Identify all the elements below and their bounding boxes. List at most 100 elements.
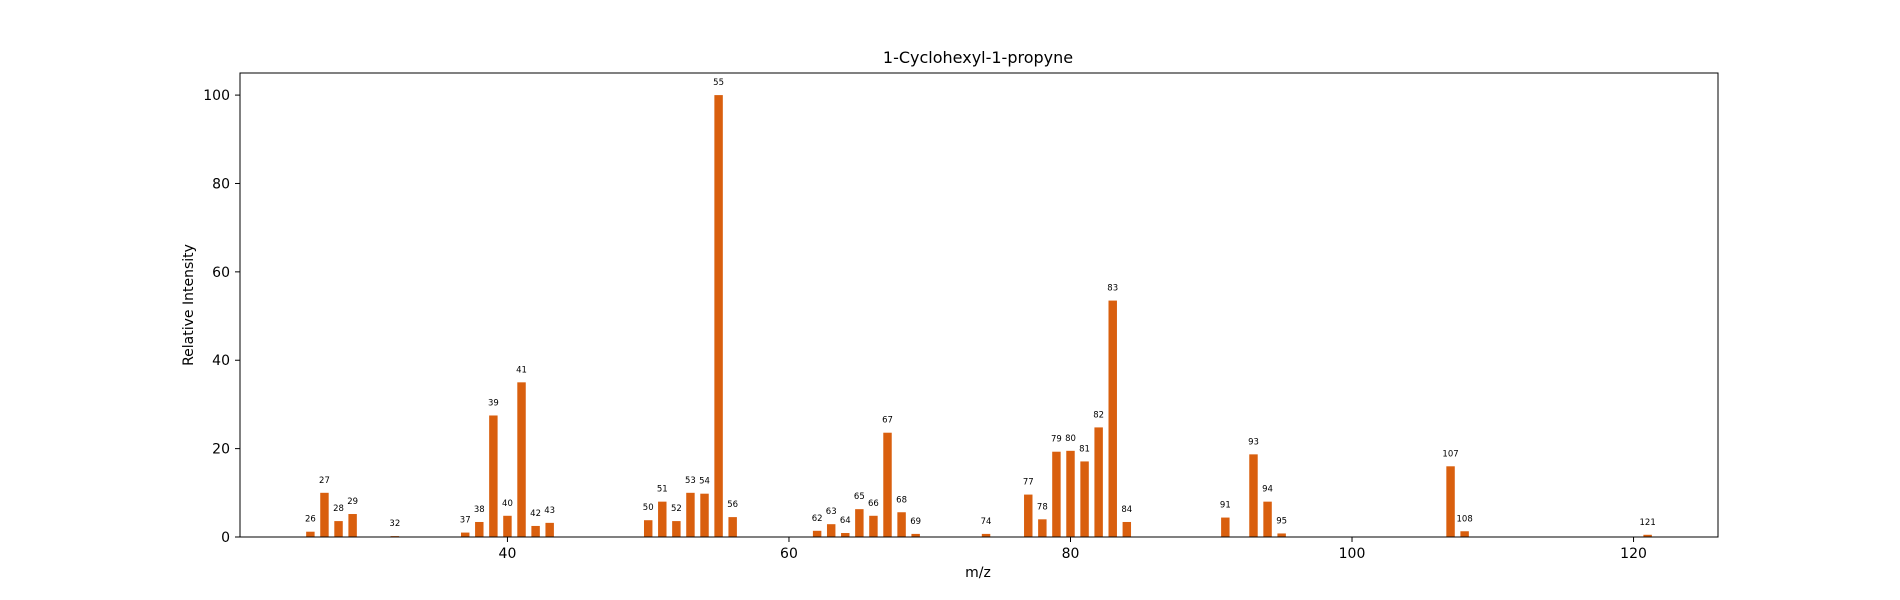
bar-label-mz-77: 77 <box>1023 478 1034 488</box>
bar-mz-64 <box>841 533 849 537</box>
x-axis-label: m/z <box>965 565 991 581</box>
y-tick-label-0: 0 <box>221 530 230 546</box>
bar-mz-39 <box>489 415 497 537</box>
bar-label-mz-55: 55 <box>713 78 724 88</box>
bar-mz-94 <box>1263 502 1271 537</box>
bar-label-mz-39: 39 <box>488 398 499 408</box>
plot-frame <box>240 73 1718 537</box>
bar-mz-52 <box>672 521 680 537</box>
bar-label-mz-64: 64 <box>840 516 851 526</box>
bar-mz-83 <box>1109 301 1117 537</box>
y-tick-label-60: 60 <box>212 265 230 281</box>
bar-label-mz-82: 82 <box>1093 410 1104 420</box>
bar-mz-107 <box>1446 466 1454 537</box>
bar-label-mz-38: 38 <box>474 505 485 515</box>
bar-label-mz-84: 84 <box>1121 505 1132 515</box>
bar-label-mz-121: 121 <box>1640 518 1656 528</box>
bar-mz-95 <box>1277 533 1285 537</box>
bar-mz-68 <box>897 512 905 537</box>
bar-mz-54 <box>700 494 708 537</box>
y-tick-label-40: 40 <box>212 353 230 369</box>
bar-mz-82 <box>1094 427 1102 537</box>
bar-mz-62 <box>813 531 821 537</box>
bar-mz-50 <box>644 520 652 537</box>
bar-mz-55 <box>714 95 722 537</box>
bar-label-mz-74: 74 <box>981 517 992 527</box>
bar-label-mz-41: 41 <box>516 365 527 375</box>
bar-mz-38 <box>475 522 483 537</box>
x-axis-ticks: 406080100120 <box>499 537 1647 562</box>
chart-title: 1-Cyclohexyl-1-propyne <box>883 48 1073 67</box>
bar-label-mz-66: 66 <box>868 499 879 509</box>
bar-label-mz-78: 78 <box>1037 502 1048 512</box>
bar-label-mz-62: 62 <box>812 514 823 524</box>
bar-label-mz-54: 54 <box>699 477 710 487</box>
bar-mz-84 <box>1123 522 1131 537</box>
bar-label-mz-83: 83 <box>1107 284 1118 294</box>
bar-label-mz-32: 32 <box>389 519 400 529</box>
bar-mz-67 <box>883 433 891 537</box>
bar-label-mz-81: 81 <box>1079 444 1090 454</box>
bar-label-mz-51: 51 <box>657 485 668 495</box>
bar-label-mz-29: 29 <box>347 497 358 507</box>
bar-label-mz-40: 40 <box>502 499 513 509</box>
bar-label-mz-50: 50 <box>643 503 654 513</box>
bar-mz-42 <box>531 526 539 537</box>
x-tick-label-60: 60 <box>780 546 798 562</box>
bar-mz-63 <box>827 524 835 537</box>
bar-label-mz-69: 69 <box>910 517 921 527</box>
bar-label-mz-91: 91 <box>1220 501 1231 511</box>
x-tick-label-120: 120 <box>1620 546 1647 562</box>
x-tick-label-100: 100 <box>1339 546 1366 562</box>
bar-label-mz-37: 37 <box>460 516 471 526</box>
bar-mz-78 <box>1038 519 1046 537</box>
bar-mz-37 <box>461 533 469 537</box>
bar-mz-77 <box>1024 495 1032 537</box>
bar-mz-56 <box>728 517 736 537</box>
bar-mz-27 <box>320 493 328 537</box>
bar-mz-108 <box>1460 531 1468 537</box>
bar-mz-28 <box>334 521 342 537</box>
y-tick-label-100: 100 <box>203 88 230 104</box>
bar-label-mz-28: 28 <box>333 504 344 514</box>
bar-mz-29 <box>348 514 356 537</box>
bar-label-mz-26: 26 <box>305 515 316 525</box>
bar-label-mz-95: 95 <box>1276 516 1287 526</box>
bar-label-mz-53: 53 <box>685 476 696 486</box>
bar-mz-65 <box>855 509 863 537</box>
bar-mz-43 <box>545 523 553 537</box>
y-tick-label-80: 80 <box>212 176 230 192</box>
y-tick-label-20: 20 <box>212 442 230 458</box>
bar-mz-81 <box>1080 461 1088 537</box>
bar-label-mz-56: 56 <box>727 500 738 510</box>
bar-mz-41 <box>517 382 525 537</box>
bar-label-mz-67: 67 <box>882 416 893 426</box>
bar-mz-53 <box>686 493 694 537</box>
bars-group <box>306 95 1652 537</box>
bar-mz-40 <box>503 516 511 537</box>
bar-label-mz-43: 43 <box>544 506 555 516</box>
bar-label-mz-93: 93 <box>1248 437 1259 447</box>
bar-label-mz-68: 68 <box>896 495 907 505</box>
bar-mz-79 <box>1052 452 1060 537</box>
bar-mz-51 <box>658 502 666 537</box>
bar-label-mz-27: 27 <box>319 476 330 486</box>
bar-mz-26 <box>306 532 314 537</box>
bar-label-mz-42: 42 <box>530 509 541 519</box>
bar-mz-80 <box>1066 451 1074 537</box>
bar-labels-group: 26 27 2829 32 3738 39 40 41 4243 505152 5354 55 56 62… <box>305 78 1656 529</box>
bar-label-mz-52: 52 <box>671 504 682 514</box>
bar-label-mz-63: 63 <box>826 507 837 517</box>
bar-label-mz-65: 65 <box>854 492 865 502</box>
bar-label-mz-108: 108 <box>1457 514 1473 524</box>
bar-mz-93 <box>1249 454 1257 537</box>
x-tick-label-80: 80 <box>1062 546 1080 562</box>
bar-label-mz-80: 80 <box>1065 434 1076 444</box>
bar-label-mz-94: 94 <box>1262 485 1273 495</box>
bar-label-mz-79: 79 <box>1051 435 1062 445</box>
y-axis-ticks: 0 20 40 60 80 100 <box>203 88 240 546</box>
bar-label-mz-107: 107 <box>1442 449 1458 459</box>
y-axis-label: Relative Intensity <box>181 244 197 366</box>
bar-mz-91 <box>1221 518 1229 537</box>
